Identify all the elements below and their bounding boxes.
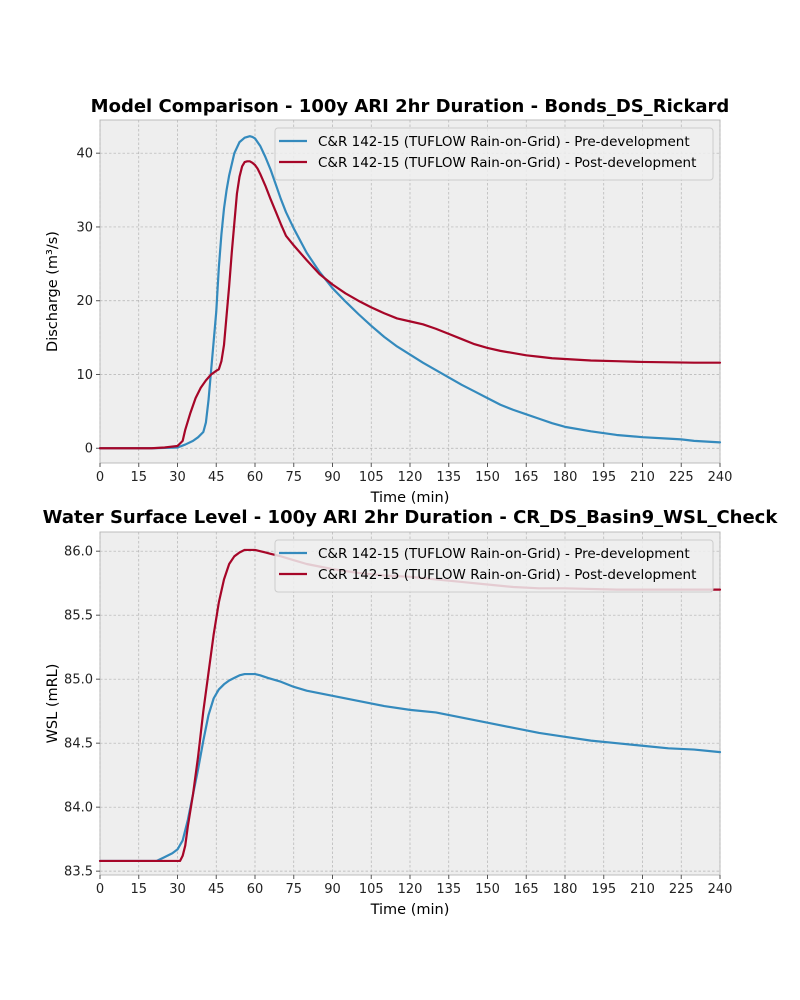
x-tick-label: 135 (436, 470, 461, 485)
y-tick-label: 10 (76, 368, 93, 383)
post-development-line (98, 160, 722, 450)
x-tick-label: 195 (591, 882, 616, 897)
x-tick-label: 150 (475, 882, 500, 897)
y-tick-label: 40 (76, 147, 93, 162)
chart-title: Model Comparison - 100y ARI 2hr Duration… (91, 96, 730, 117)
x-tick-label: 30 (169, 882, 186, 897)
x-tick-label: 210 (630, 882, 655, 897)
x-tick-label: 165 (514, 470, 539, 485)
y-tick-label: 83.5 (64, 865, 93, 880)
y-tick-label: 84.0 (64, 801, 93, 816)
y-axis-label: Discharge (m³/s) (45, 231, 61, 352)
x-tick-label: 90 (324, 882, 341, 897)
x-tick-label: 195 (591, 470, 616, 485)
x-tick-label: 150 (475, 470, 500, 485)
x-tick-label: 180 (553, 882, 578, 897)
discharge-chart: Model Comparison - 100y ARI 2hr Duration… (45, 96, 732, 506)
x-tick-label: 60 (247, 882, 264, 897)
x-tick-label: 120 (398, 470, 423, 485)
x-tick-label: 75 (285, 470, 302, 485)
x-tick-label: 45 (208, 882, 225, 897)
legend-box (274, 539, 714, 593)
x-tick-label: 75 (285, 882, 302, 897)
y-tick-label: 20 (76, 294, 93, 309)
y-tick-label: 86.0 (64, 545, 93, 560)
x-tick-label: 0 (96, 882, 104, 897)
x-tick-label: 240 (708, 470, 733, 485)
legend-label: C&R 142-15 (TUFLOW Rain-on-Grid) - Pre-d… (318, 546, 690, 562)
chart-title: Water Surface Level - 100y ARI 2hr Durat… (43, 507, 779, 528)
legend-label: C&R 142-15 (TUFLOW Rain-on-Grid) - Post-… (318, 155, 696, 171)
x-tick-label: 225 (669, 470, 694, 485)
legend-label: C&R 142-15 (TUFLOW Rain-on-Grid) - Pre-d… (318, 134, 690, 150)
x-tick-label: 90 (324, 470, 341, 485)
x-tick-label: 135 (436, 882, 461, 897)
y-tick-label: 85.5 (64, 609, 93, 624)
x-tick-label: 45 (208, 470, 225, 485)
x-tick-label: 120 (398, 882, 423, 897)
x-axis-label: Time (min) (370, 490, 450, 506)
y-tick-label: 84.5 (64, 737, 93, 752)
x-axis-label: Time (min) (370, 902, 450, 918)
pre-development-line (98, 135, 722, 450)
legend-label: C&R 142-15 (TUFLOW Rain-on-Grid) - Post-… (318, 567, 696, 583)
x-tick-label: 105 (359, 882, 384, 897)
x-tick-label: 225 (669, 882, 694, 897)
x-tick-label: 180 (553, 470, 578, 485)
wsl-chart: Water Surface Level - 100y ARI 2hr Durat… (43, 507, 779, 918)
y-tick-label: 0 (85, 442, 93, 457)
x-tick-label: 0 (96, 470, 104, 485)
legend-box (274, 127, 714, 181)
y-tick-label: 30 (76, 220, 93, 235)
x-tick-label: 210 (630, 470, 655, 485)
y-tick-label: 85.0 (64, 673, 93, 688)
x-tick-label: 60 (247, 470, 264, 485)
x-tick-label: 240 (708, 882, 733, 897)
y-axis-label: WSL (mRL) (45, 664, 61, 744)
x-tick-label: 15 (130, 882, 147, 897)
x-tick-label: 165 (514, 882, 539, 897)
x-tick-label: 15 (130, 470, 147, 485)
x-tick-label: 30 (169, 470, 186, 485)
x-tick-label: 105 (359, 470, 384, 485)
